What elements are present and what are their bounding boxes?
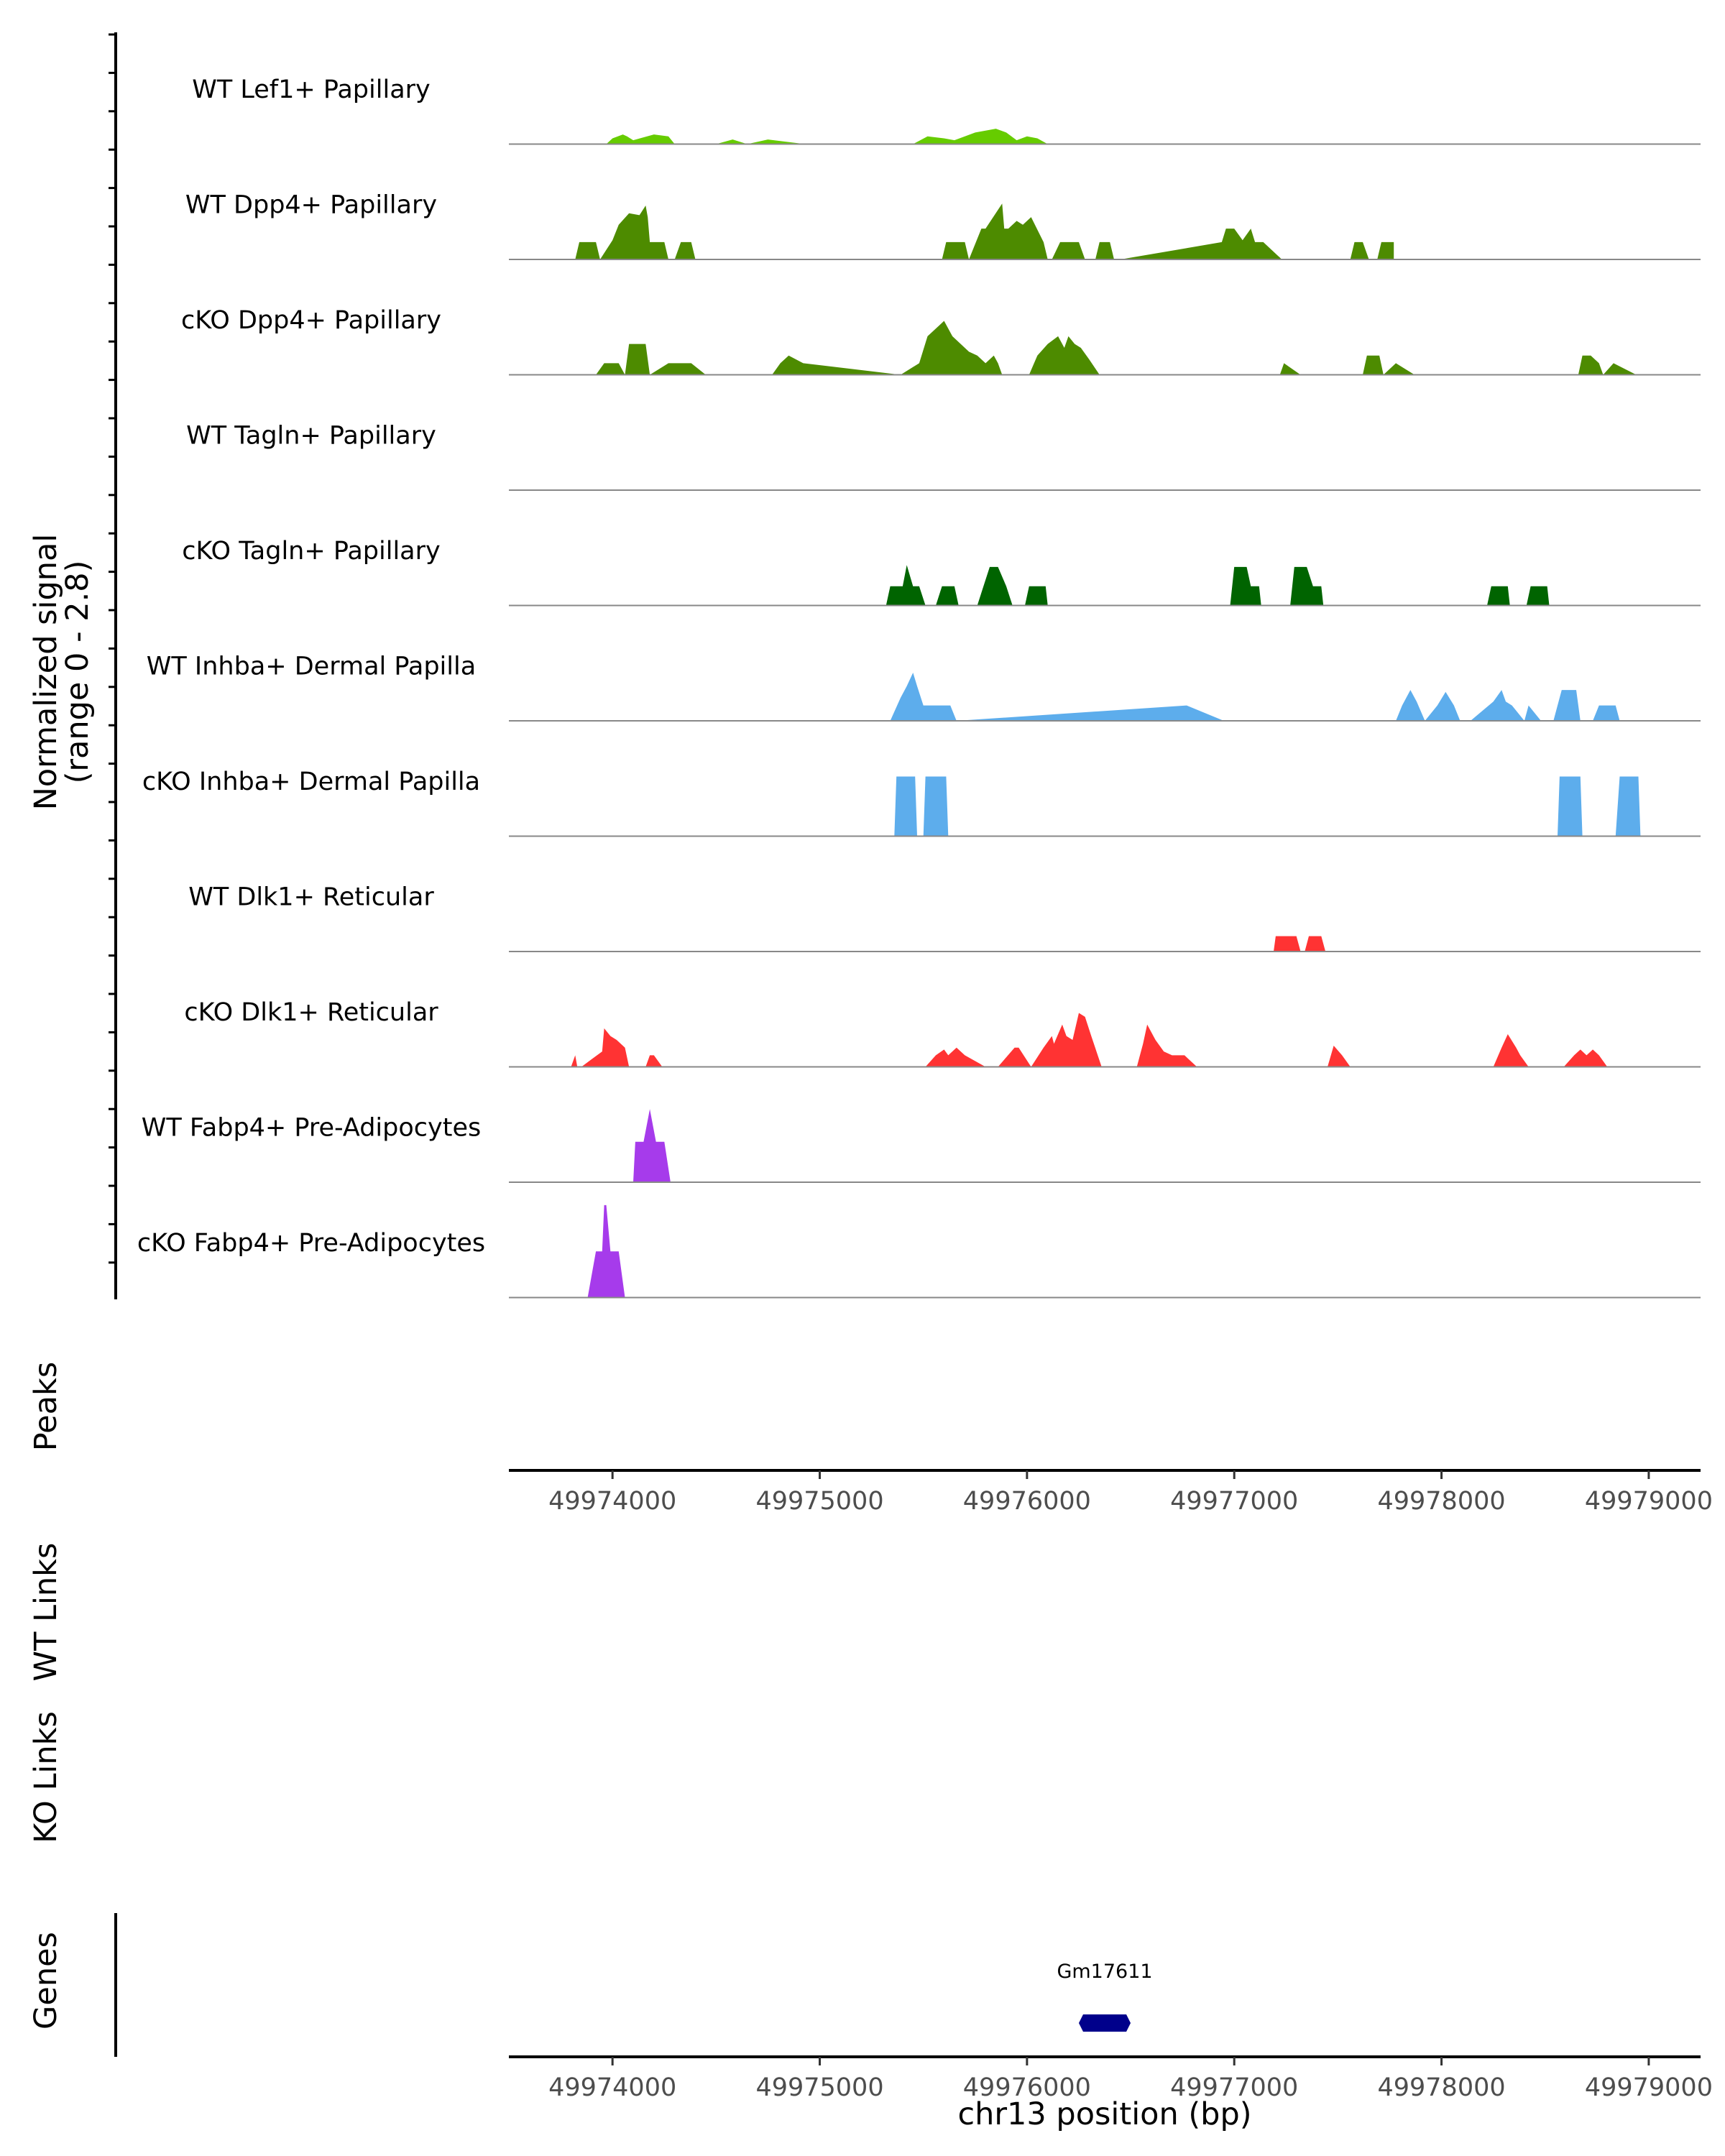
track-8: WT Dlk1+ Reticular (188, 883, 1701, 952)
track-label: WT Tagln+ Papillary (186, 422, 436, 451)
track-label: cKO Fabp4+ Pre-Adipocytes (137, 1229, 485, 1258)
coverage-area (894, 776, 1641, 837)
y-axis-label-range: (range 0 - 2.8) (60, 561, 96, 784)
track-label: cKO Inhba+ Dermal Papilla (142, 768, 480, 796)
genes-track: Gm17611 (114, 1913, 1153, 2057)
track-6: WT Inhba+ Dermal Papilla (147, 653, 1701, 722)
coverage-area (575, 203, 1394, 259)
x-tick-label: 49976000 (963, 1487, 1091, 1516)
track-label: cKO Dlk1+ Reticular (184, 998, 438, 1027)
track-label: WT Dpp4+ Papillary (185, 191, 437, 220)
coverage-area (633, 1109, 671, 1182)
track-4: WT Tagln+ Papillary (186, 422, 1701, 491)
track-2: WT Dpp4+ Papillary (185, 191, 1701, 260)
x-tick-label: 49974000 (548, 1487, 676, 1516)
y-axis-label: Normalized signal (28, 534, 64, 811)
genes-x-axis: 49974000 49975000 49976000 49977000 49978000… (509, 2055, 1713, 2102)
track-11: cKO Fabp4+ Pre-Adipocytes (137, 1204, 1701, 1299)
track-label: WT Dlk1+ Reticular (188, 883, 434, 912)
coverage-area (890, 673, 1620, 721)
x-tick-label: 49978000 (1377, 1487, 1505, 1516)
x-tick-label: 49978000 (1377, 2073, 1505, 2102)
coverage-area (1274, 936, 1326, 952)
coverage-area (606, 129, 1048, 144)
track-5: cKO Tagln+ Papillary (182, 537, 1701, 607)
wt-links-label: WT Links (28, 1543, 64, 1682)
x-tick-label: 49975000 (755, 1487, 883, 1516)
track-label: cKO Tagln+ Papillary (182, 537, 441, 566)
coverage-area (571, 1013, 1608, 1067)
track-1: WT Lef1+ Papillary (192, 75, 1701, 145)
x-tick-label: 49979000 (1585, 1487, 1713, 1516)
track-7: cKO Inhba+ Dermal Papilla (142, 768, 1701, 837)
x-tick-label: 49974000 (548, 2073, 676, 2102)
genes-label: Genes (28, 1932, 64, 2030)
coverage-area (587, 1204, 625, 1298)
signal-axis (109, 32, 117, 1299)
coverage-tracks: WT Lef1+ Papillary WT Dpp4+ Papillary cKO … (137, 75, 1701, 1299)
track-3: cKO Dpp4+ Papillary (181, 306, 1701, 376)
ko-links-label: KO Links (28, 1711, 64, 1843)
x-tick-label: 49976000 (963, 2073, 1091, 2102)
x-tick-label: 49977000 (1170, 1487, 1298, 1516)
gene-body (1078, 2014, 1131, 2032)
peaks-x-axis: 49974000 49975000 49976000 49977000 49978000… (509, 1469, 1713, 1516)
x-tick-label: 49975000 (755, 2073, 883, 2102)
track-10: WT Fabp4+ Pre-Adipocytes (142, 1109, 1701, 1183)
x-axis-label: chr13 position (bp) (957, 2096, 1251, 2132)
peaks-label: Peaks (28, 1362, 64, 1452)
track-label: WT Lef1+ Papillary (192, 75, 431, 104)
gene-label: Gm17611 (1057, 1961, 1152, 1983)
coverage-area (886, 565, 1550, 606)
x-tick-label: 49977000 (1170, 2073, 1298, 2102)
track-label: cKO Dpp4+ Papillary (181, 306, 441, 335)
x-tick-label: 49979000 (1585, 2073, 1713, 2102)
coverage-area (596, 321, 1637, 375)
track-label: WT Fabp4+ Pre-Adipocytes (142, 1114, 481, 1143)
track-9: cKO Dlk1+ Reticular (184, 998, 1701, 1068)
track-label: WT Inhba+ Dermal Papilla (147, 653, 476, 681)
